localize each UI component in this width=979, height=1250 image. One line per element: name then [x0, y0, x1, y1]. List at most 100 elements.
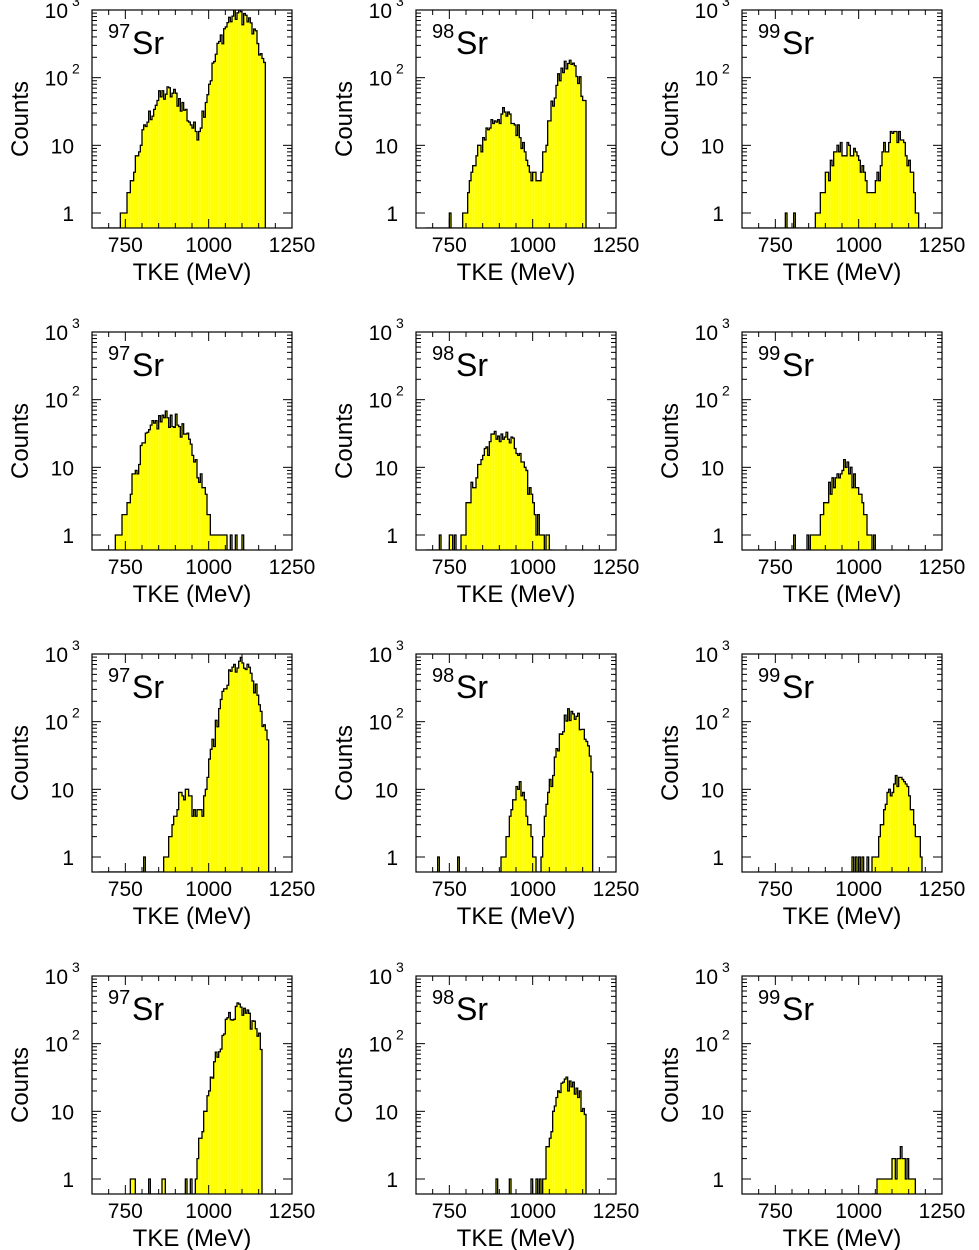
histogram [98, 656, 270, 872]
histogram-outline [492, 1076, 587, 1194]
histogram-bin [133, 172, 136, 228]
histogram-bin [860, 494, 862, 550]
histogram-bin [499, 441, 501, 550]
histogram-bin [217, 534, 219, 550]
x-tick-label: 1000 [509, 234, 556, 257]
histogram-bin [828, 180, 831, 228]
histogram-bin [898, 777, 901, 872]
histogram-bin [208, 84, 211, 228]
histogram-bin [487, 455, 490, 550]
histogram-bin [522, 461, 525, 550]
histogram-bin [476, 155, 478, 228]
histogram-bin [516, 786, 518, 872]
histogram-bin [212, 63, 214, 228]
histogram-bin [167, 856, 169, 872]
histogram-bin [857, 487, 859, 550]
histogram-bin [242, 1015, 244, 1194]
histogram-bin [150, 119, 152, 228]
y-tick-label: 1 [712, 525, 724, 548]
x-tick-label: 1000 [509, 878, 556, 901]
x-tick-label: 750 [758, 878, 793, 901]
histogram-outline [432, 708, 594, 872]
histogram-bin [193, 461, 196, 550]
histogram-bin [492, 434, 495, 550]
histogram-bin [195, 1178, 197, 1194]
histogram-bin [135, 155, 137, 228]
histogram-bin [917, 212, 919, 228]
histogram-bin [542, 1178, 545, 1194]
histogram-bin [213, 746, 216, 872]
histogram-bin [195, 459, 197, 550]
histogram-bin [123, 212, 126, 228]
histogram-bin [242, 24, 244, 228]
histogram-bin [451, 534, 453, 550]
histogram-bin [257, 695, 259, 872]
histogram-bin [880, 824, 882, 872]
histogram-bin [235, 672, 237, 872]
histogram-outline [825, 774, 923, 872]
histogram-bin [572, 1082, 575, 1194]
histogram-bin [215, 534, 217, 550]
histogram-bin [569, 60, 571, 228]
histogram-bin [502, 107, 505, 228]
histogram-bin [509, 114, 511, 228]
histogram-bin [220, 1049, 222, 1194]
histogram-bin [217, 1057, 219, 1194]
histogram-bin [537, 514, 540, 550]
histogram-bin [225, 1019, 227, 1194]
y-tick-label: 1 [712, 203, 724, 226]
histogram-bin [223, 1033, 226, 1194]
histogram-bin [554, 98, 556, 228]
histogram [426, 430, 553, 550]
histogram-bin [820, 514, 822, 550]
histogram-bin [155, 105, 157, 228]
histogram-bin [509, 1178, 511, 1194]
histogram-bin [175, 93, 177, 228]
histogram-bin [863, 172, 866, 228]
histogram-bin [552, 106, 555, 228]
histogram-bin [148, 1178, 151, 1194]
histogram-bin [195, 816, 197, 872]
y-tick-exponent: 2 [396, 705, 404, 721]
histogram-bin [840, 473, 842, 550]
histogram-bin [222, 691, 224, 872]
y-tick-label: 1 [386, 1169, 398, 1192]
histogram-bin [197, 1158, 199, 1194]
histogram-bin [531, 1178, 533, 1194]
y-tick-label: 1 [712, 1169, 724, 1192]
y-axis-label: Counts [7, 81, 34, 157]
histogram-bin [132, 1178, 134, 1194]
y-axis-label: Counts [657, 725, 684, 801]
histogram-bin [245, 15, 247, 228]
y-tick-label: 10 [45, 966, 68, 989]
histogram-bin [474, 165, 476, 228]
x-tick-label: 1000 [185, 556, 232, 579]
histogram-bin [544, 151, 546, 228]
histogram-bin [516, 135, 518, 228]
histogram-bin [882, 151, 884, 228]
histogram-bin [913, 824, 916, 872]
histogram-bin [137, 155, 139, 228]
histogram-bin [481, 151, 483, 228]
histogram-bin [862, 856, 864, 872]
histogram-bin [847, 142, 849, 228]
histogram-bin [900, 139, 902, 228]
histogram-bin [868, 192, 871, 228]
histogram-bin [828, 482, 831, 550]
histogram-bin [858, 856, 861, 872]
histogram-bin [843, 459, 846, 550]
histogram-bin [522, 792, 525, 872]
histogram-bin [872, 856, 874, 872]
histogram-bin [252, 33, 254, 228]
histogram-bin [793, 534, 796, 550]
isotope-mass: 97 [108, 21, 130, 43]
histogram-bin [912, 1178, 914, 1194]
histogram-bin [178, 426, 181, 550]
histogram-bin [870, 534, 872, 550]
y-tick-exponent: 3 [72, 315, 80, 331]
y-tick-exponent: 3 [722, 315, 730, 331]
histogram-bin [157, 100, 159, 228]
histogram-bin [486, 446, 488, 550]
